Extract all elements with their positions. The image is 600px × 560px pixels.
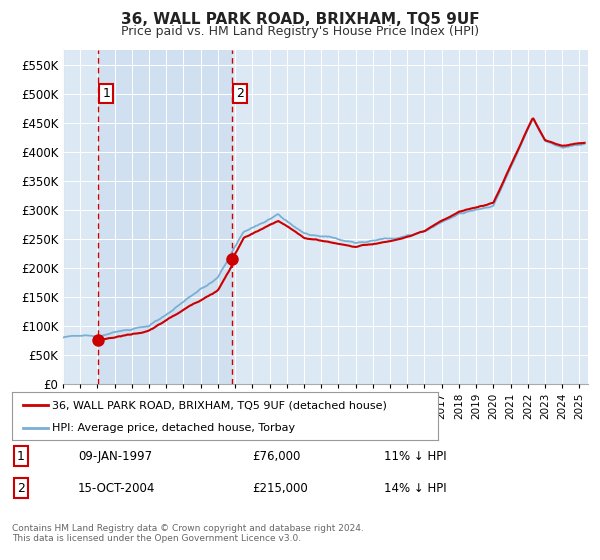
Text: £215,000: £215,000 xyxy=(252,482,308,495)
Text: Contains HM Land Registry data © Crown copyright and database right 2024.
This d: Contains HM Land Registry data © Crown c… xyxy=(12,524,364,543)
Text: 09-JAN-1997: 09-JAN-1997 xyxy=(78,450,152,463)
Bar xyxy=(98,50,232,384)
Text: 1: 1 xyxy=(103,87,110,100)
Text: 36, WALL PARK ROAD, BRIXHAM, TQ5 9UF (detached house): 36, WALL PARK ROAD, BRIXHAM, TQ5 9UF (de… xyxy=(52,400,388,410)
Text: £76,000: £76,000 xyxy=(252,450,301,463)
Text: Price paid vs. HM Land Registry's House Price Index (HPI): Price paid vs. HM Land Registry's House … xyxy=(121,25,479,38)
Text: 2: 2 xyxy=(236,87,244,100)
Text: 36, WALL PARK ROAD, BRIXHAM, TQ5 9UF: 36, WALL PARK ROAD, BRIXHAM, TQ5 9UF xyxy=(121,12,479,27)
Text: 15-OCT-2004: 15-OCT-2004 xyxy=(78,482,155,495)
Text: 11% ↓ HPI: 11% ↓ HPI xyxy=(384,450,446,463)
Text: 14% ↓ HPI: 14% ↓ HPI xyxy=(384,482,446,495)
Text: 2: 2 xyxy=(17,482,25,495)
Text: HPI: Average price, detached house, Torbay: HPI: Average price, detached house, Torb… xyxy=(52,423,296,433)
Text: 1: 1 xyxy=(17,450,25,463)
